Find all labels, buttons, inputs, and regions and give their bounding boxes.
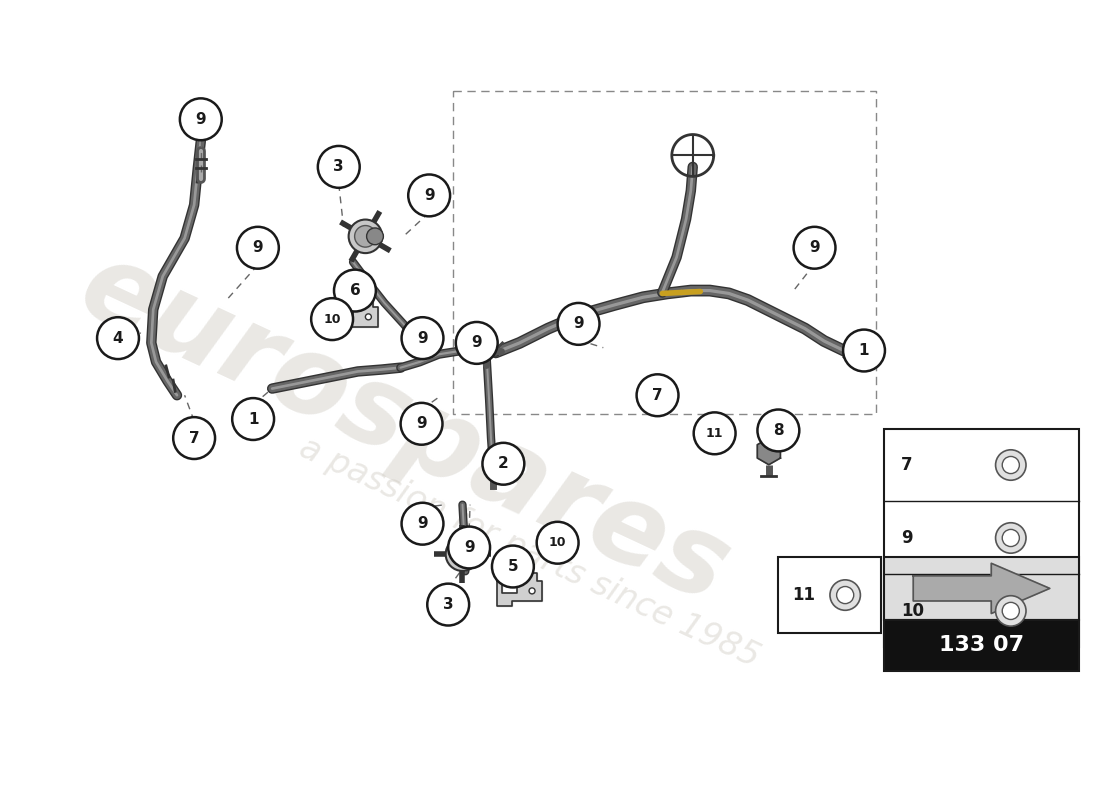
Circle shape xyxy=(365,314,372,320)
Text: a passion for parts since 1985: a passion for parts since 1985 xyxy=(294,430,764,674)
Circle shape xyxy=(837,586,854,604)
Text: 3: 3 xyxy=(333,159,344,174)
Circle shape xyxy=(793,227,836,269)
Circle shape xyxy=(529,588,535,594)
Text: 1: 1 xyxy=(859,343,869,358)
Text: eurospares: eurospares xyxy=(65,232,746,626)
Circle shape xyxy=(758,410,800,451)
Text: 9: 9 xyxy=(573,316,584,331)
Circle shape xyxy=(448,526,491,569)
Circle shape xyxy=(1002,602,1020,619)
Text: 3: 3 xyxy=(443,597,453,612)
Text: 9: 9 xyxy=(424,188,434,203)
Circle shape xyxy=(843,330,886,371)
Text: 10: 10 xyxy=(901,602,924,620)
Circle shape xyxy=(180,98,222,140)
Circle shape xyxy=(483,443,525,485)
Polygon shape xyxy=(333,299,378,332)
Circle shape xyxy=(352,299,360,307)
Circle shape xyxy=(483,455,503,474)
Text: 9: 9 xyxy=(810,240,820,255)
Circle shape xyxy=(402,318,443,359)
Circle shape xyxy=(354,226,376,247)
Circle shape xyxy=(455,322,497,364)
Text: 4: 4 xyxy=(112,330,123,346)
Circle shape xyxy=(996,450,1026,480)
Circle shape xyxy=(452,543,473,565)
Circle shape xyxy=(996,522,1026,553)
Circle shape xyxy=(400,403,442,445)
Polygon shape xyxy=(497,574,542,606)
Text: 9: 9 xyxy=(417,516,428,531)
Polygon shape xyxy=(913,563,1049,614)
Circle shape xyxy=(516,574,524,581)
Text: 11: 11 xyxy=(792,586,815,604)
Circle shape xyxy=(446,538,480,571)
Circle shape xyxy=(366,228,384,245)
Text: 10: 10 xyxy=(549,536,566,550)
Bar xyxy=(884,620,1079,671)
Circle shape xyxy=(236,227,278,269)
Circle shape xyxy=(173,417,216,459)
Text: 1: 1 xyxy=(248,411,258,426)
Circle shape xyxy=(477,342,495,359)
Text: 133 07: 133 07 xyxy=(939,635,1024,655)
Text: 7: 7 xyxy=(189,430,199,446)
Text: 9: 9 xyxy=(417,330,428,346)
Circle shape xyxy=(492,546,534,587)
Text: 6: 6 xyxy=(350,283,361,298)
Bar xyxy=(884,557,1079,620)
Text: 9: 9 xyxy=(464,540,474,555)
Circle shape xyxy=(1002,530,1020,546)
Text: 5: 5 xyxy=(507,559,518,574)
Circle shape xyxy=(1002,457,1020,474)
Text: 7: 7 xyxy=(901,456,913,474)
Text: 2: 2 xyxy=(498,456,509,471)
Circle shape xyxy=(694,412,736,454)
Circle shape xyxy=(715,421,734,440)
Text: 11: 11 xyxy=(706,427,724,440)
Text: 8: 8 xyxy=(773,423,783,438)
Text: 9: 9 xyxy=(416,416,427,431)
Text: 9: 9 xyxy=(472,335,482,350)
Bar xyxy=(884,429,1079,647)
Circle shape xyxy=(311,298,353,340)
Bar xyxy=(779,557,881,633)
Circle shape xyxy=(464,546,481,562)
Text: 9: 9 xyxy=(196,112,206,126)
Circle shape xyxy=(637,374,679,416)
Circle shape xyxy=(996,596,1026,626)
Circle shape xyxy=(408,174,450,216)
Circle shape xyxy=(232,398,274,440)
Text: 9: 9 xyxy=(901,529,913,547)
Circle shape xyxy=(558,303,600,345)
Circle shape xyxy=(97,318,139,359)
Circle shape xyxy=(427,584,469,626)
Text: 7: 7 xyxy=(652,388,663,402)
Circle shape xyxy=(830,580,860,610)
Text: 10: 10 xyxy=(323,313,341,326)
Text: 9: 9 xyxy=(253,240,263,255)
Circle shape xyxy=(318,146,360,188)
Circle shape xyxy=(402,502,443,545)
Polygon shape xyxy=(757,438,780,465)
Circle shape xyxy=(334,270,376,311)
Circle shape xyxy=(349,219,382,253)
Circle shape xyxy=(537,522,579,564)
